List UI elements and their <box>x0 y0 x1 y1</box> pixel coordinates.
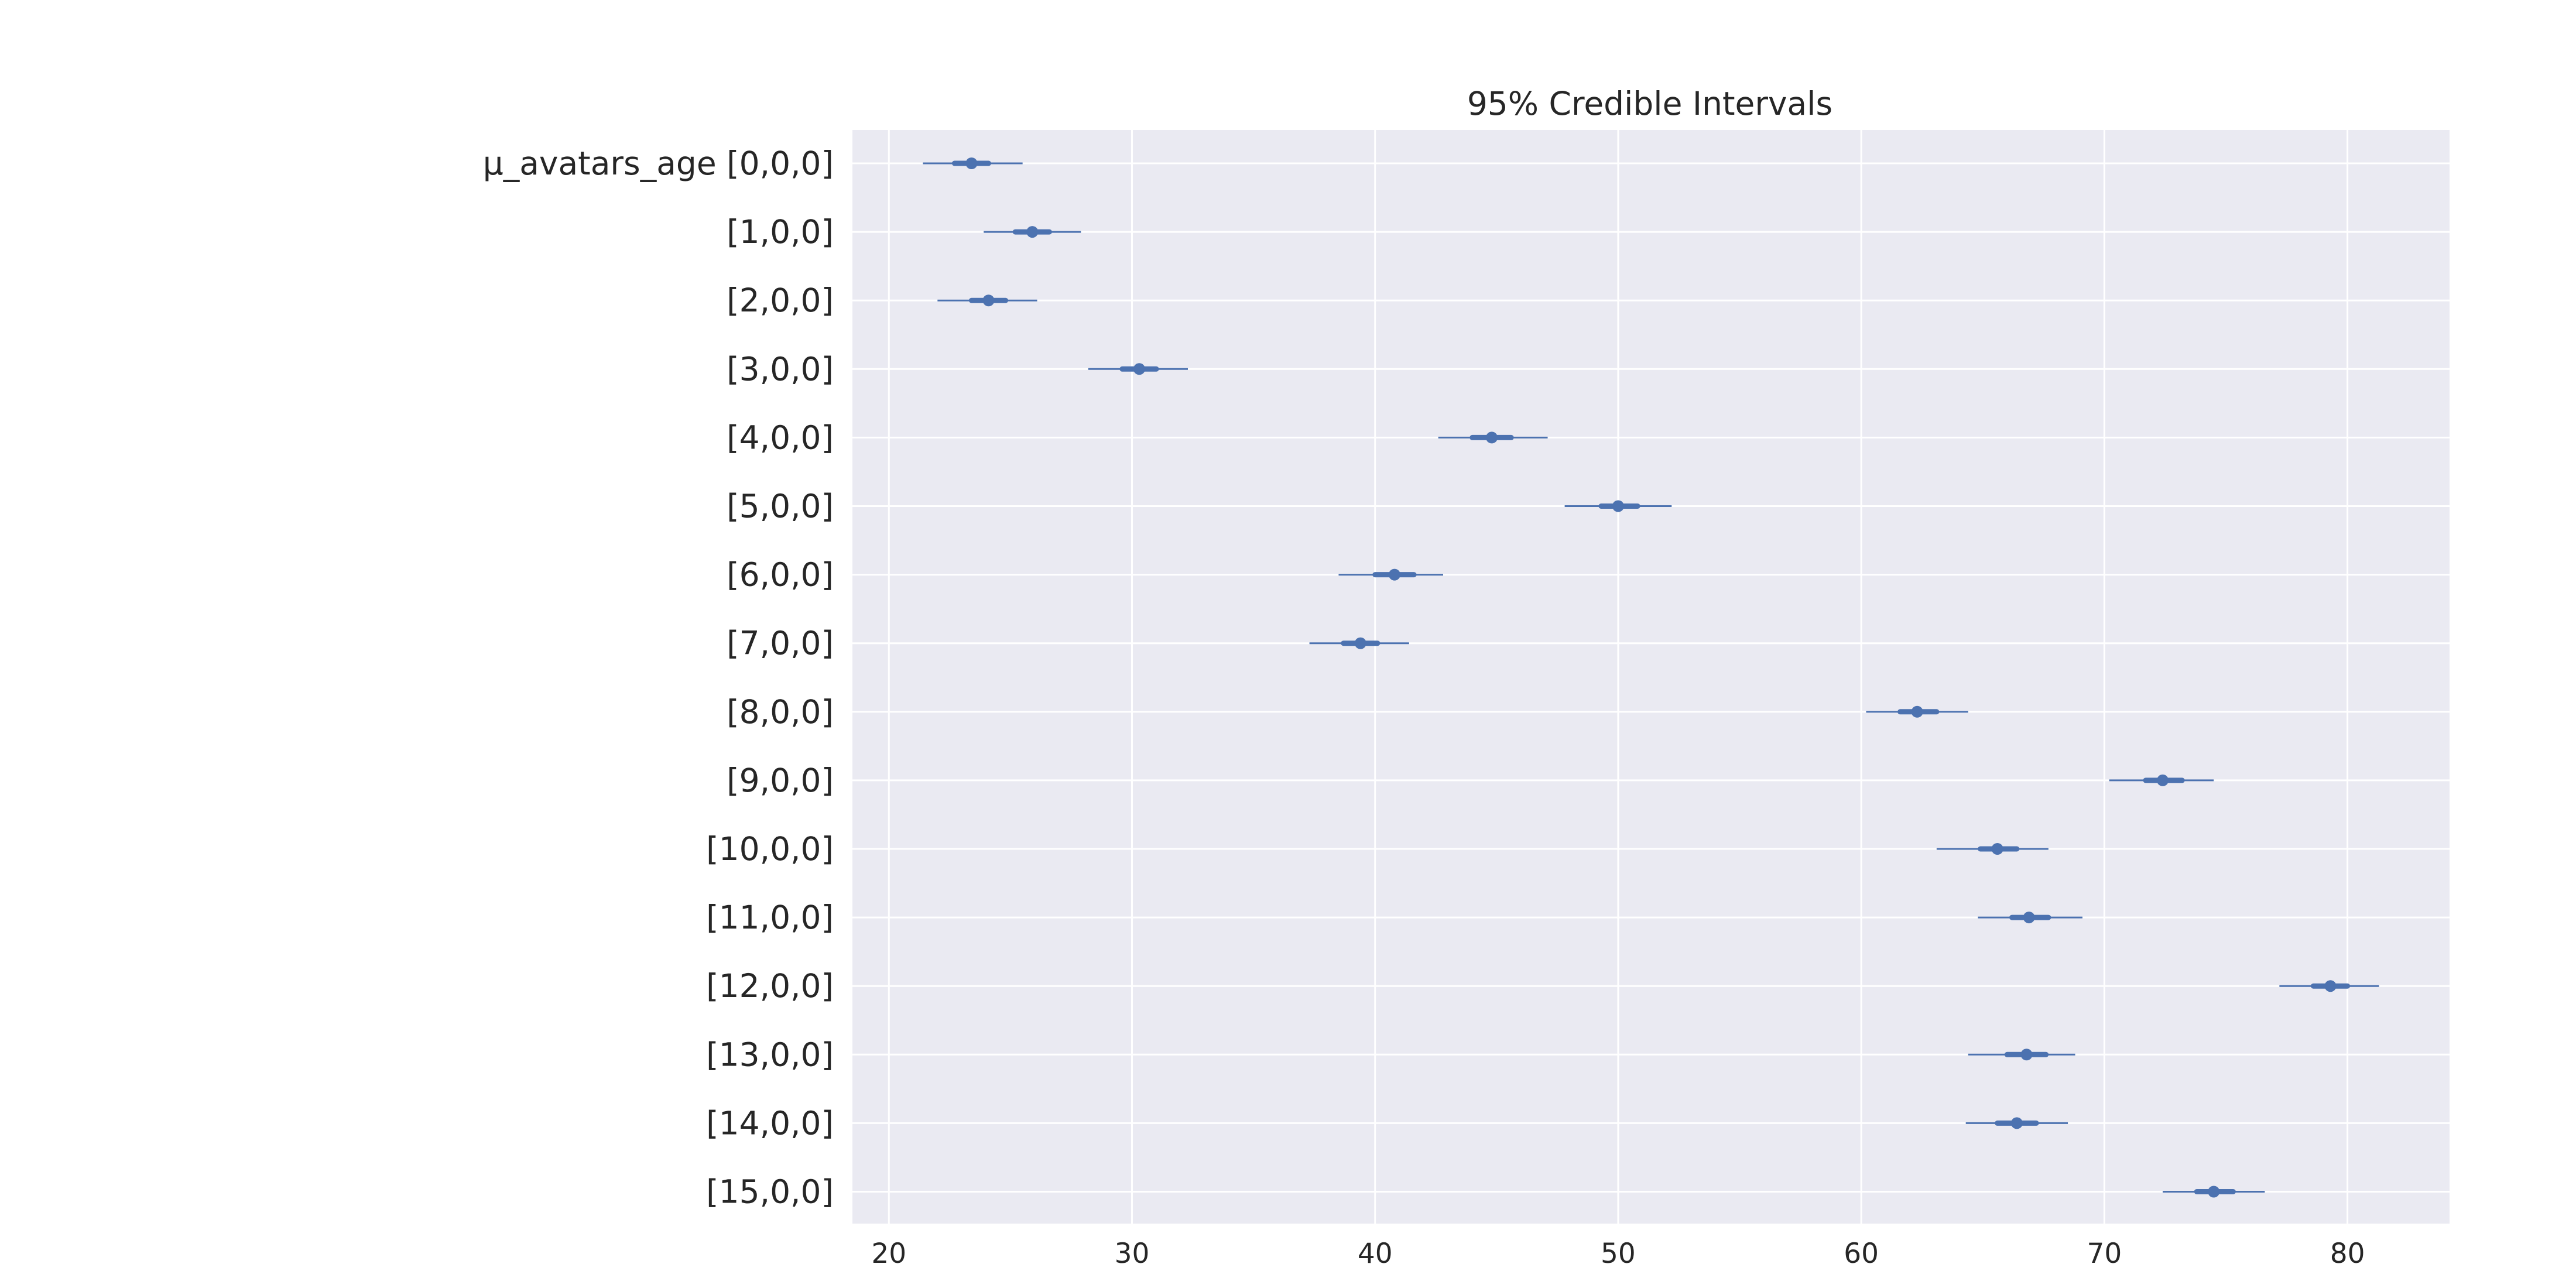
vertical-gridlines <box>888 130 2349 1224</box>
interval-row-4 <box>1438 431 1548 444</box>
median-point-2 <box>982 294 995 307</box>
median-point-15 <box>2208 1186 2220 1198</box>
y-tick-label-8: [8,0,0] <box>727 693 834 731</box>
median-point-7 <box>1354 637 1366 649</box>
y-tick-label-14: [14,0,0] <box>706 1104 834 1142</box>
interval-row-10 <box>1936 843 2049 855</box>
interval-row-9 <box>2109 774 2214 786</box>
x-tick-labels: 20 30 40 50 60 70 80 <box>871 1238 2365 1270</box>
interval-row-14 <box>1965 1117 2068 1129</box>
interval-row-6 <box>1338 568 1443 581</box>
median-point-3 <box>1133 363 1145 375</box>
y-tick-label-5: [5,0,0] <box>727 488 834 525</box>
interval-row-3 <box>1088 363 1188 375</box>
y-tick-label-9: [9,0,0] <box>727 762 834 799</box>
y-tick-labels: μ_avatars_age [0,0,0] [1,0,0] [2,0,0] [3,0,… <box>483 145 834 1211</box>
y-tick-label-1: [1,0,0] <box>727 213 834 251</box>
median-point-10 <box>1991 843 2003 855</box>
x-tick-label-40: 40 <box>1358 1238 1393 1270</box>
interval-row-0 <box>923 157 1023 169</box>
y-tick-label-15: [15,0,0] <box>706 1173 834 1211</box>
x-tick-label-70: 70 <box>2087 1238 2122 1270</box>
median-point-13 <box>2020 1049 2033 1061</box>
median-point-6 <box>1388 568 1400 581</box>
y-tick-label-4: [4,0,0] <box>727 419 834 456</box>
y-tick-label-2: [2,0,0] <box>727 282 834 319</box>
median-point-5 <box>1612 500 1624 512</box>
plot-area <box>852 130 2450 1224</box>
median-point-4 <box>1486 431 1498 444</box>
interval-row-7 <box>1309 637 1409 649</box>
interval-row-13 <box>1968 1049 2075 1061</box>
interval-row-8 <box>1866 705 1968 718</box>
interval-row-12 <box>2279 980 2379 992</box>
x-tick-label-30: 30 <box>1115 1238 1150 1270</box>
interval-row-15 <box>2163 1186 2265 1198</box>
median-point-11 <box>2023 912 2035 924</box>
median-point-8 <box>1911 705 1923 718</box>
interval-series <box>923 157 2379 1198</box>
chart-title: 95% Credible Intervals <box>1467 85 1832 122</box>
y-tick-label-3: [3,0,0] <box>727 350 834 388</box>
interval-row-2 <box>937 294 1037 307</box>
median-point-14 <box>2010 1117 2023 1129</box>
y-tick-label-10: [10,0,0] <box>706 830 834 868</box>
y-tick-label-7: [7,0,0] <box>727 625 834 662</box>
x-tick-label-80: 80 <box>2330 1238 2365 1270</box>
y-tick-label-6: [6,0,0] <box>727 556 834 594</box>
x-tick-label-60: 60 <box>1844 1238 1879 1270</box>
y-tick-label-0: μ_avatars_age [0,0,0] <box>483 145 834 182</box>
interval-row-11 <box>1978 912 2083 924</box>
y-tick-label-12: [12,0,0] <box>706 967 834 1005</box>
median-point-0 <box>965 157 978 169</box>
interval-row-1 <box>984 226 1081 238</box>
y-tick-label-11: [11,0,0] <box>706 899 834 936</box>
median-point-1 <box>1026 226 1039 238</box>
median-point-12 <box>2324 980 2337 992</box>
y-tick-label-13: [13,0,0] <box>706 1036 834 1073</box>
x-tick-label-20: 20 <box>871 1238 906 1270</box>
interval-row-5 <box>1564 500 1672 512</box>
x-tick-label-50: 50 <box>1601 1238 1636 1270</box>
median-point-9 <box>2157 774 2169 786</box>
